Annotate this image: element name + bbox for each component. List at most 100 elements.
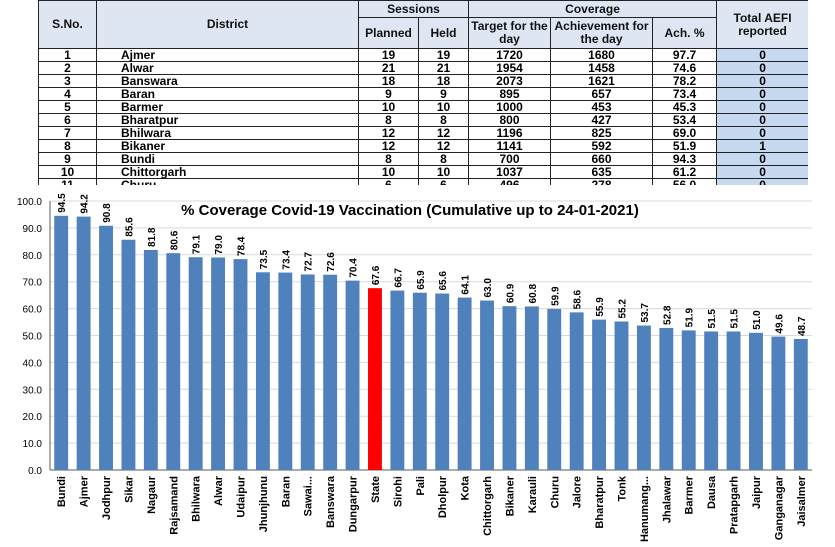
cell-ach-pct: 94.3	[652, 152, 718, 166]
y-tick-label: 100.0	[17, 197, 42, 208]
cell-held: 21	[417, 61, 470, 75]
cell-aefi: 1	[716, 139, 808, 153]
cell-aefi: 0	[716, 126, 808, 140]
table-body: 1 Ajmer 19 19 1720 1680 97.7 0 2 Alwar 21 21 1954 145…	[38, 48, 808, 190]
table-row: 3 Banswara 18 18 2073 1621 78.2 0	[38, 74, 808, 88]
y-tick-label: 30.0	[23, 385, 43, 396]
x-tick-label: Jhunjhunu	[258, 476, 270, 532]
data-label: 72.6	[326, 252, 337, 272]
data-label: 72.7	[304, 252, 315, 272]
y-tick-label: 10.0	[23, 439, 43, 450]
cell-planned: 18	[358, 74, 419, 88]
bar	[300, 274, 315, 470]
bar	[457, 297, 472, 470]
cell-held: 12	[417, 139, 470, 153]
cell-planned: 9	[358, 87, 419, 101]
data-label: 73.5	[259, 249, 270, 269]
x-tick-label: Churu	[549, 476, 561, 508]
cell-planned: 21	[358, 61, 419, 75]
cell-aefi: 0	[716, 87, 808, 101]
x-tick-label: Alwar	[213, 475, 225, 506]
bar	[435, 293, 450, 470]
x-tick-label: Dungarpur	[348, 475, 360, 532]
y-tick-label: 90.0	[23, 224, 43, 235]
x-tick-label: Chittorgarh	[482, 476, 494, 536]
bar	[255, 272, 270, 470]
table-row: 1 Ajmer 19 19 1720 1680 97.7 0	[38, 48, 808, 62]
data-label: 81.8	[147, 227, 158, 247]
bar	[188, 257, 203, 470]
cell-planned: 8	[358, 113, 419, 127]
coverage-bar-chart: 0.0 10.0 20.0 30.0 40.0 50.0 60.0 70.0 80.0 90.0 1…	[0, 185, 835, 547]
cell-achievement: 1621	[550, 74, 654, 88]
cell-district: Bikaner	[96, 139, 359, 153]
cell-target: 1000	[468, 100, 552, 114]
x-tick-label: Jodhpur	[101, 475, 113, 520]
cell-target: 1037	[468, 165, 552, 179]
bar	[592, 319, 607, 470]
bar	[793, 338, 808, 470]
x-tick-label: Jaipur	[751, 475, 763, 509]
x-tick-label: Bharatpur	[594, 475, 606, 528]
x-tick-label: Ajmer	[79, 475, 91, 507]
header-sessions: Sessions	[357, 0, 470, 18]
data-label: 78.4	[237, 236, 248, 256]
x-tick-label: Sirohi	[392, 476, 404, 507]
bar	[390, 290, 405, 470]
cell-target: 1141	[468, 139, 552, 153]
x-tick-label: Ganganagar	[773, 475, 785, 540]
cell-held: 8	[417, 113, 470, 127]
data-label: 59.9	[550, 286, 561, 306]
data-label: 60.9	[505, 283, 516, 303]
cell-achievement: 1458	[550, 61, 654, 75]
cell-achievement: 453	[550, 100, 654, 114]
cell-achievement: 1680	[550, 48, 654, 62]
x-tick-label: Tonk	[617, 475, 629, 501]
x-tick-label: Dholpur	[437, 475, 449, 518]
x-tick-label: Pali	[415, 476, 427, 496]
cell-sno: 6	[38, 113, 97, 127]
bar	[771, 336, 786, 470]
x-tick-label: Dausa	[706, 475, 718, 509]
chart-title: % Coverage Covid-19 Vaccination (Cumulat…	[181, 202, 639, 219]
cell-held: 10	[417, 165, 470, 179]
cell-aefi: 0	[716, 48, 808, 62]
cell-district: Ajmer	[96, 48, 359, 62]
header-sno: S.No.	[38, 0, 97, 49]
data-label: 79.1	[192, 234, 203, 254]
data-label: 58.6	[573, 289, 584, 309]
bar	[323, 274, 338, 470]
data-label: 60.8	[528, 284, 539, 304]
data-label: 53.7	[640, 303, 651, 323]
data-label: 63.0	[483, 278, 494, 298]
bar	[345, 280, 360, 470]
header-achievement: Achievement for the day	[550, 17, 654, 49]
header-held: Held	[417, 17, 470, 49]
cell-aefi: 0	[716, 165, 808, 179]
bar	[726, 331, 741, 470]
cell-sno: 9	[38, 152, 97, 166]
chart-svg: 0.0 10.0 20.0 30.0 40.0 50.0 60.0 70.0 80.0 90.0 1…	[17, 193, 812, 542]
cell-target: 1954	[468, 61, 552, 75]
cell-target: 2073	[468, 74, 552, 88]
data-label: 55.2	[618, 299, 629, 319]
data-label: 51.5	[707, 309, 718, 329]
bar	[704, 331, 719, 470]
cell-district: Alwar	[96, 61, 359, 75]
header-target: Target for the day	[468, 17, 552, 49]
x-tick-label: Bundi	[56, 476, 68, 507]
x-tick-label: Banswara	[325, 475, 337, 528]
bar	[524, 306, 539, 470]
header-coverage: Coverage	[468, 0, 718, 18]
x-tick-label: Bikaner	[504, 475, 516, 516]
bar	[681, 330, 696, 470]
x-tick-label: Sikar	[123, 475, 135, 503]
cell-planned: 12	[358, 139, 419, 153]
cell-target: 800	[468, 113, 552, 127]
data-label: 66.7	[393, 268, 404, 288]
y-tick-label: 80.0	[23, 251, 43, 262]
cell-planned: 10	[358, 100, 419, 114]
bar	[76, 216, 91, 470]
cell-sno: 4	[38, 87, 97, 101]
table-row: 9 Bundi 8 8 700 660 94.3 0	[38, 152, 808, 166]
